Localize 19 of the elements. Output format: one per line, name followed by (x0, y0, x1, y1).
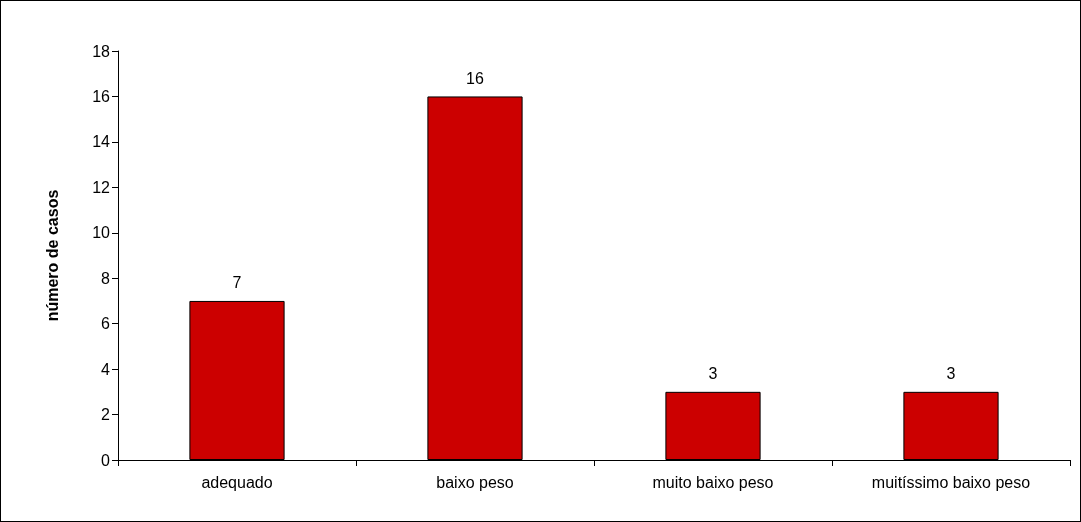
y-tick-label: 12 (92, 178, 111, 196)
y-tick-label: 10 (92, 224, 111, 242)
y-tick-label: 2 (101, 406, 111, 424)
data-label: 7 (232, 274, 242, 292)
x-tick-label: adequado (201, 473, 273, 491)
data-label: 16 (466, 69, 484, 87)
x-tick-label: muito baixo peso (652, 473, 774, 491)
y-axis-title: número de casos (43, 189, 61, 322)
x-tick-label: muitíssimo baixo peso (871, 473, 1031, 491)
y-tick-label: 8 (101, 269, 111, 287)
data-label: 3 (946, 365, 956, 383)
y-tick-label: 0 (101, 451, 111, 469)
data-label: 3 (708, 365, 718, 383)
x-tick-label: baixo peso (436, 473, 514, 491)
y-tick-label: 14 (92, 133, 111, 151)
y-tick-label: 4 (101, 360, 111, 378)
y-tick-label: 18 (92, 42, 111, 60)
y-tick-label: 16 (92, 87, 111, 105)
y-tick-label: 6 (101, 315, 111, 333)
